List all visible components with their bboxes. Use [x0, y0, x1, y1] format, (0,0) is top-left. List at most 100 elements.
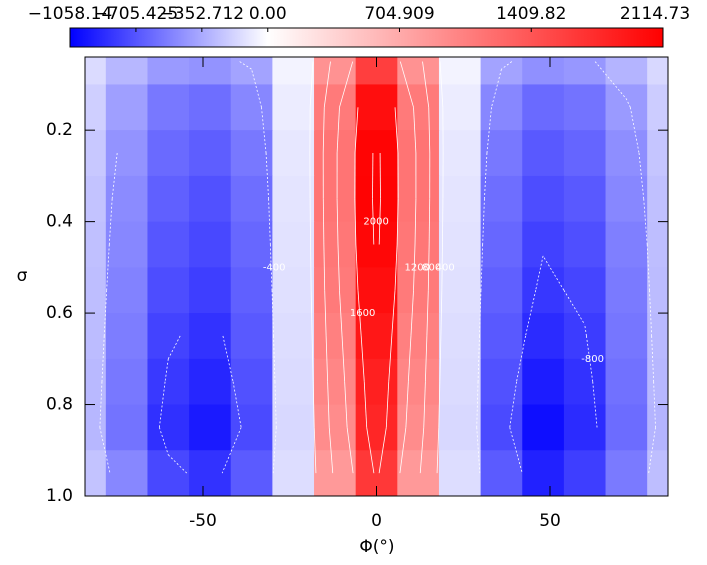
heat-cell: [105, 175, 149, 223]
heat-cell: [605, 84, 648, 131]
heat-cell: [647, 450, 668, 496]
heat-cell: [397, 221, 440, 268]
heat-cell: [397, 267, 440, 314]
contour-line: [344, 381, 348, 428]
heat-cell: [189, 267, 232, 314]
contour-line: [323, 244, 326, 291]
contour-line: [427, 244, 430, 291]
colorbar-tick-label: −352.712: [160, 4, 245, 24]
contour-line: [372, 198, 375, 245]
contour-line: [419, 427, 425, 474]
heat-cell: [563, 358, 607, 406]
contour-line: [346, 427, 354, 474]
contour-line: [491, 69, 502, 108]
contour-line: [563, 290, 586, 325]
heat-cell: [438, 404, 482, 451]
heat-cell: [272, 84, 315, 131]
heat-cell: [563, 130, 607, 177]
heat-cell: [438, 267, 482, 314]
contour-line: [325, 335, 329, 382]
heat-cell: [522, 358, 565, 406]
heat-cell: [563, 267, 607, 314]
y-tick-label: 0.6: [46, 303, 73, 323]
contour-line: [158, 427, 169, 455]
heat-cell: [105, 267, 149, 314]
contour-line: [394, 107, 399, 154]
heat-cell: [147, 404, 190, 451]
contour-label: 1200: [405, 262, 430, 273]
x-axis-label: Φ(°): [359, 537, 394, 557]
x-tick-label: 50: [539, 511, 561, 531]
y-tick-label: 0.4: [46, 212, 73, 232]
heat-cell: [522, 313, 565, 360]
heat-cell: [355, 130, 398, 177]
heat-cell: [438, 221, 482, 268]
heat-cell: [605, 130, 648, 177]
y-tick-label: 1.0: [46, 486, 73, 506]
x-tick-label: 0: [371, 511, 382, 531]
contour-line: [594, 61, 627, 100]
heat-cell: [647, 358, 668, 406]
contour-line: [439, 335, 442, 382]
contour-line: [378, 198, 381, 245]
heat-cell: [480, 221, 523, 268]
heat-cell: [522, 130, 565, 177]
heat-cell: [605, 175, 648, 223]
contour-line: [366, 427, 375, 474]
contour-label: 800: [422, 262, 441, 273]
contour-line: [310, 290, 313, 336]
heat-cell: [438, 313, 482, 360]
heat-cell: [605, 221, 648, 268]
x-tick-label: -50: [189, 511, 217, 531]
heat-cell: [272, 57, 315, 86]
contour-line: [414, 198, 417, 245]
heat-cell: [189, 175, 232, 223]
heat-cell: [397, 175, 440, 223]
heat-cell: [314, 267, 357, 314]
contour-line: [312, 381, 315, 428]
heat-cell: [522, 84, 565, 131]
heat-cell: [105, 404, 149, 451]
heat-cell: [147, 450, 190, 496]
heat-cell: [230, 221, 273, 268]
heat-cell: [189, 84, 232, 131]
contour-line: [423, 381, 426, 428]
heat-cell: [647, 221, 668, 268]
heat-cell: [438, 84, 482, 131]
heat-cell: [85, 84, 107, 131]
heat-cell: [147, 221, 190, 268]
contour-line: [426, 290, 429, 336]
heat-cell: [397, 57, 440, 86]
contour-line: [341, 335, 346, 382]
heat-cell: [230, 84, 273, 131]
heat-cell: [272, 267, 315, 314]
contour-line: [428, 198, 431, 245]
contour-line: [221, 427, 242, 474]
heat-cell: [147, 175, 190, 223]
contour-line: [388, 335, 393, 382]
heat-cell: [85, 57, 107, 86]
heat-cell: [480, 130, 523, 177]
contour-line: [428, 107, 431, 154]
heat-cell: [85, 358, 107, 406]
heat-cell: [272, 221, 315, 268]
heat-cell: [522, 267, 565, 314]
heat-cell: [563, 404, 607, 451]
heat-cell: [397, 130, 440, 177]
contour-line: [422, 61, 430, 108]
heat-cell: [85, 267, 107, 314]
contour-line: [438, 381, 441, 428]
heat-cell: [85, 130, 107, 177]
heat-cell: [189, 57, 232, 86]
heat-cell: [480, 57, 523, 86]
heat-cell: [563, 450, 607, 496]
heat-cell: [605, 450, 648, 496]
heat-cell: [189, 404, 232, 451]
heat-cell: [85, 404, 107, 451]
contour-line: [424, 335, 428, 382]
heat-cell: [105, 57, 149, 86]
heat-cell: [272, 450, 315, 496]
heat-cell: [522, 57, 565, 86]
heat-cell: [85, 450, 107, 496]
